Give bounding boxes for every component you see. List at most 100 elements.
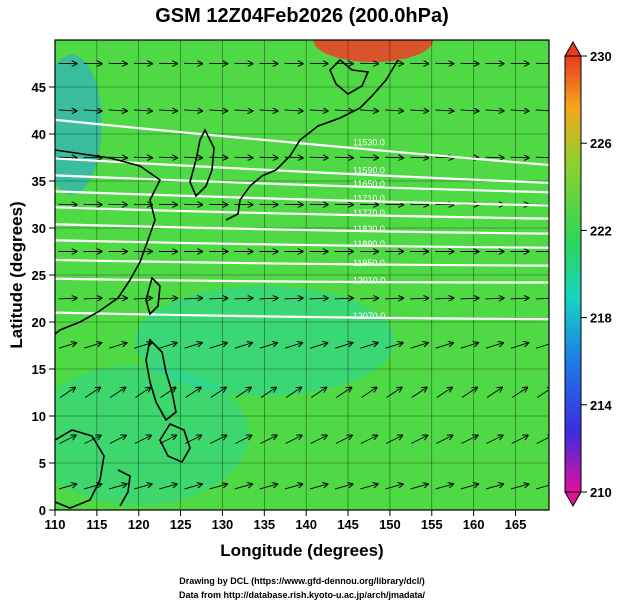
x-tick-label: 110 — [45, 517, 66, 532]
flow-arrow — [259, 343, 277, 349]
flow-arrow — [209, 298, 227, 299]
flow-arrow — [410, 110, 428, 111]
colorbar-tick-label: 214 — [590, 398, 612, 413]
flow-arrow — [133, 110, 152, 111]
flow-arrow — [486, 435, 503, 444]
y-tick-label: 20 — [32, 315, 46, 330]
coast-philippines-south — [159, 422, 191, 464]
flow-arrow — [511, 435, 528, 444]
flow-arrow — [58, 298, 77, 299]
height-contour — [55, 239, 549, 249]
flow-arrow — [410, 343, 428, 349]
flow-arrow — [285, 388, 301, 398]
chart-title: GSM 12Z04Feb2026 (200.0hPa) — [155, 5, 448, 27]
contour-label: 11950.0 — [353, 258, 385, 268]
credit-data: Data from http://database.rish.kyoto-u.a… — [179, 590, 426, 600]
flow-arrow — [435, 298, 453, 299]
colorbar-tick-label: 218 — [590, 311, 612, 326]
flow-arrow — [510, 484, 528, 490]
height-contour — [55, 311, 549, 321]
flow-arrow — [510, 110, 529, 111]
flow-arrow — [133, 298, 152, 299]
x-axis: 110 115 120 125 130 135 140 145 150 155 160 165 — [45, 510, 527, 532]
flow-arrow — [511, 388, 527, 398]
flow-arrow — [536, 484, 549, 490]
x-tick-label: 165 — [505, 517, 527, 532]
flow-arrow — [537, 388, 549, 398]
flow-arrow — [58, 484, 76, 490]
flow-arrow — [284, 298, 303, 299]
flow-arrow — [360, 435, 377, 444]
flow-arrow — [435, 343, 453, 349]
flow-arrow — [436, 435, 452, 444]
height-contour — [55, 277, 549, 284]
flow-arrow — [209, 110, 227, 111]
flow-arrow — [536, 435, 549, 444]
flow-arrow — [335, 484, 352, 490]
x-tick-label: 135 — [253, 517, 275, 532]
flow-arrow — [259, 157, 278, 158]
colorbar-tick-label: 230 — [590, 49, 612, 64]
flow-arrow — [310, 343, 327, 349]
flow-arrow — [386, 388, 402, 398]
flow-arrow — [58, 110, 77, 111]
flow-arrow — [485, 157, 504, 158]
x-tick-label: 140 — [295, 517, 317, 532]
y-tick-label: 40 — [32, 127, 46, 142]
flow-arrow — [535, 298, 549, 299]
contour-label: 11650.0 — [353, 179, 385, 189]
flow-arrow — [83, 110, 102, 111]
flow-arrow — [385, 110, 403, 111]
flow-arrow — [160, 388, 176, 398]
contour-label: 11770.0 — [353, 208, 385, 218]
flow-arrow — [510, 298, 529, 299]
x-tick-label: 145 — [337, 517, 359, 532]
flow-arrow — [109, 435, 126, 444]
x-tick-label: 115 — [86, 517, 107, 532]
flow-arrow — [385, 298, 403, 299]
flow-arrow — [460, 110, 478, 111]
colorbar-tick-label: 210 — [590, 485, 612, 500]
flow-arrow — [485, 343, 503, 349]
flow-arrow — [309, 484, 327, 490]
flow-arrow — [336, 388, 351, 398]
contour-label: 12010.0 — [353, 276, 386, 286]
flow-arrow — [210, 388, 226, 398]
flow-arrow — [334, 298, 353, 299]
contour-label: 12070.0 — [353, 311, 386, 321]
flow-arrow — [335, 435, 352, 444]
colorbar-fill — [564, 55, 582, 493]
y-tick-label: 35 — [32, 174, 46, 189]
flow-arrow — [84, 388, 100, 398]
flow-arrow — [159, 110, 177, 111]
flow-arrow — [234, 110, 252, 111]
x-tick-label: 130 — [212, 517, 234, 532]
flow-arrow — [284, 484, 302, 490]
flow-arrow — [361, 388, 376, 398]
flow-arrow — [184, 157, 202, 158]
coast-japan — [225, 59, 399, 221]
flow-arrow — [410, 435, 427, 444]
y-tick-label: 5 — [39, 456, 46, 471]
height-contour — [55, 258, 549, 267]
flow-arrow — [359, 157, 378, 158]
flow-arrow — [385, 435, 402, 444]
flow-arrow — [159, 157, 177, 158]
flow-arrow — [461, 388, 477, 398]
flow-arrow — [285, 435, 302, 444]
flow-arrow — [83, 157, 102, 158]
flow-arrow — [109, 484, 126, 490]
y-tick-label: 45 — [32, 80, 46, 95]
contour-label: 11530.0 — [353, 137, 385, 147]
flow-arrow — [210, 435, 226, 444]
x-tick-label: 125 — [170, 517, 192, 532]
flow-arrow — [485, 298, 504, 299]
flow-arrow — [184, 484, 201, 490]
height-contour — [55, 223, 549, 235]
height-contour — [55, 190, 549, 207]
flow-arrow — [134, 435, 151, 444]
flow-arrow — [510, 157, 529, 158]
flow-arrow — [284, 110, 303, 111]
flow-arrow — [410, 298, 428, 299]
